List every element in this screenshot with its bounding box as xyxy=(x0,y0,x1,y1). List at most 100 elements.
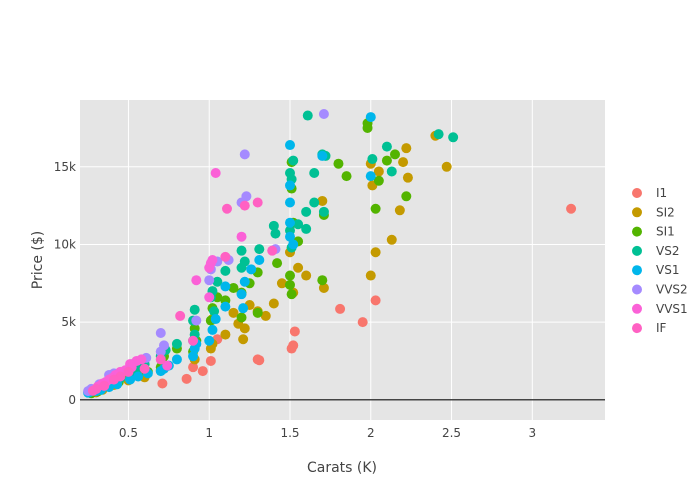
data-point xyxy=(285,279,295,290)
y-tick-label: 5k xyxy=(61,315,76,329)
data-point xyxy=(252,307,263,318)
legend-marker xyxy=(632,188,642,198)
data-point xyxy=(87,385,98,396)
legend-label: VS2 xyxy=(656,244,679,258)
series-if xyxy=(87,197,278,396)
data-point xyxy=(270,228,281,239)
legend-label: I1 xyxy=(656,186,667,200)
legend-marker xyxy=(632,207,642,218)
data-point xyxy=(286,343,297,354)
data-point xyxy=(335,303,346,314)
data-point xyxy=(204,262,215,273)
data-point xyxy=(398,157,409,168)
data-point xyxy=(162,360,173,371)
data-point xyxy=(220,329,231,340)
data-point xyxy=(365,112,376,123)
data-point xyxy=(155,346,166,357)
data-point xyxy=(301,270,312,281)
data-point xyxy=(228,307,239,318)
data-point xyxy=(220,281,231,292)
data-point xyxy=(285,180,295,191)
legend-item-if[interactable]: IF xyxy=(632,321,667,335)
data-point xyxy=(181,373,192,384)
data-point xyxy=(341,171,352,182)
series-vs1 xyxy=(83,112,376,398)
x-tick-label: 2 xyxy=(367,426,375,440)
data-point xyxy=(362,122,373,133)
data-point xyxy=(285,270,295,281)
data-point xyxy=(367,154,378,165)
data-point xyxy=(373,175,384,186)
data-point xyxy=(433,129,444,140)
data-point xyxy=(293,262,304,273)
legend[interactable]: I1 SI2 SI1 VS2 VS1 VVS2 VVS1 IF xyxy=(632,186,688,335)
data-point xyxy=(236,289,247,300)
data-point xyxy=(288,239,299,250)
legend-label: SI1 xyxy=(656,225,675,239)
data-point xyxy=(370,247,381,258)
data-point xyxy=(285,168,295,179)
x-tick-labels: 0.5 1 1.5 2 2.5 3 xyxy=(119,426,536,440)
data-point xyxy=(188,335,199,346)
data-point xyxy=(205,355,216,366)
data-point xyxy=(188,351,199,362)
data-point xyxy=(204,275,215,286)
data-point xyxy=(381,155,392,166)
data-point xyxy=(212,276,223,287)
data-point xyxy=(267,245,278,256)
data-point xyxy=(302,110,313,121)
data-point xyxy=(318,282,329,293)
legend-marker xyxy=(632,226,642,237)
data-point xyxy=(317,275,328,286)
data-point xyxy=(239,200,250,211)
legend-item-si1[interactable]: SI1 xyxy=(632,225,675,239)
data-point xyxy=(293,219,304,230)
data-point xyxy=(125,374,136,385)
legend-label: IF xyxy=(656,321,667,335)
data-point xyxy=(381,141,392,152)
legend-marker xyxy=(632,265,642,276)
legend-item-vs1[interactable]: VS1 xyxy=(632,263,679,277)
legend-label: VS1 xyxy=(656,263,679,277)
data-point xyxy=(285,140,295,151)
data-points xyxy=(83,108,577,399)
data-point xyxy=(386,234,397,245)
legend-item-vvs2[interactable]: VVS2 xyxy=(632,283,688,297)
data-point xyxy=(268,298,279,309)
data-point xyxy=(318,108,329,119)
data-point xyxy=(236,245,247,256)
x-axis-title: Carats (K) xyxy=(307,460,377,476)
y-tick-label: 15k xyxy=(54,160,76,174)
data-point xyxy=(188,362,199,373)
data-point xyxy=(133,371,144,382)
data-point xyxy=(220,301,231,312)
data-point xyxy=(566,203,577,214)
data-point xyxy=(276,278,287,289)
data-point xyxy=(236,262,247,273)
legend-label: VVS2 xyxy=(656,283,688,297)
data-point xyxy=(210,168,221,179)
data-point xyxy=(401,191,412,202)
data-point xyxy=(157,378,168,389)
data-point xyxy=(136,354,147,365)
y-tick-label: 0 xyxy=(68,393,76,407)
legend-item-vs2[interactable]: VS2 xyxy=(632,244,679,258)
data-point xyxy=(236,312,247,323)
data-point xyxy=(155,354,166,365)
data-point xyxy=(210,314,221,325)
legend-label: SI2 xyxy=(656,205,675,219)
legend-item-si2[interactable]: SI2 xyxy=(632,205,675,219)
legend-item-i1[interactable]: I1 xyxy=(632,186,667,200)
data-point xyxy=(220,251,231,262)
data-point xyxy=(139,363,150,374)
data-point xyxy=(191,275,202,286)
legend-item-vvs1[interactable]: VVS1 xyxy=(632,302,688,316)
data-point xyxy=(301,223,312,234)
data-point xyxy=(246,264,257,275)
data-point xyxy=(175,310,186,321)
data-point xyxy=(155,328,166,339)
data-point xyxy=(317,195,328,206)
data-point xyxy=(209,306,220,317)
data-point xyxy=(254,255,265,265)
